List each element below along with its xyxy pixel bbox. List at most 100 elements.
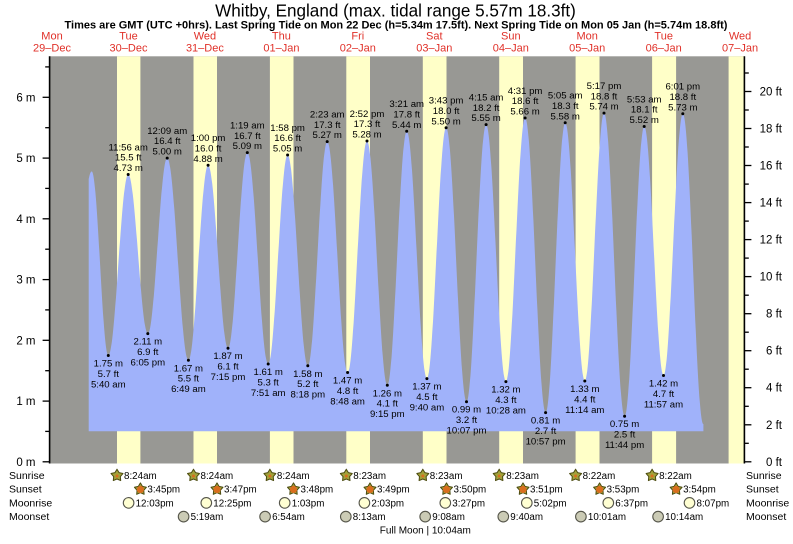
svg-text:05–Jan: 05–Jan <box>569 43 605 55</box>
svg-text:Full Moon | 10:04am: Full Moon | 10:04am <box>380 525 471 536</box>
svg-text:3:51pm: 3:51pm <box>530 485 563 496</box>
svg-text:0.81 m: 0.81 m <box>531 416 560 427</box>
svg-text:1.75 m: 1.75 m <box>94 359 123 370</box>
svg-text:18.8 ft: 18.8 ft <box>669 92 696 103</box>
svg-text:4.8 ft: 4.8 ft <box>337 386 359 397</box>
svg-text:3:54pm: 3:54pm <box>683 485 716 496</box>
svg-text:5:02pm: 5:02pm <box>534 498 567 509</box>
svg-text:5.27 m: 5.27 m <box>313 130 342 141</box>
svg-text:5.58 m: 5.58 m <box>551 111 580 122</box>
svg-text:6:54am: 6:54am <box>272 512 305 523</box>
svg-text:29–Dec: 29–Dec <box>33 43 71 55</box>
svg-text:10:28 am: 10:28 am <box>486 405 526 416</box>
svg-text:Whitby, England (max. tidal ra: Whitby, England (max. tidal range 5.57m … <box>215 2 576 21</box>
svg-text:3:43 pm: 3:43 pm <box>429 96 464 107</box>
svg-text:4.3 ft: 4.3 ft <box>495 395 517 406</box>
svg-text:Sunset: Sunset <box>746 484 779 496</box>
svg-text:4.4 ft: 4.4 ft <box>574 394 596 405</box>
svg-text:4.1 ft: 4.1 ft <box>377 399 399 410</box>
svg-text:8:23am: 8:23am <box>430 471 463 482</box>
svg-text:1.58 m: 1.58 m <box>293 369 322 380</box>
svg-text:4:31 pm: 4:31 pm <box>508 86 543 97</box>
svg-text:Thu: Thu <box>272 31 291 43</box>
svg-text:16.6 ft: 16.6 ft <box>274 133 301 144</box>
svg-text:2.5 ft: 2.5 ft <box>614 430 636 441</box>
svg-text:11:56 am: 11:56 am <box>109 142 148 153</box>
svg-text:18.0 ft: 18.0 ft <box>433 106 460 117</box>
svg-text:Moonrise: Moonrise <box>9 497 52 509</box>
svg-text:5.5 ft: 5.5 ft <box>178 374 200 385</box>
svg-text:9:08am: 9:08am <box>432 512 465 523</box>
svg-text:8 ft: 8 ft <box>766 309 783 321</box>
svg-text:10:57 pm: 10:57 pm <box>526 436 566 447</box>
svg-text:1.33 m: 1.33 m <box>570 384 599 395</box>
svg-text:3:53pm: 3:53pm <box>607 485 640 496</box>
svg-text:5:19am: 5:19am <box>191 512 224 523</box>
svg-text:6:37pm: 6:37pm <box>615 498 648 509</box>
svg-text:01–Jan: 01–Jan <box>263 43 299 55</box>
svg-text:20 ft: 20 ft <box>760 87 783 99</box>
svg-text:4:15 am: 4:15 am <box>469 92 504 103</box>
svg-text:12:09 am: 12:09 am <box>147 126 187 137</box>
svg-text:3:27pm: 3:27pm <box>452 498 485 509</box>
svg-text:6 ft: 6 ft <box>766 346 783 358</box>
svg-text:06–Jan: 06–Jan <box>646 43 682 55</box>
svg-text:3:21 am: 3:21 am <box>389 99 424 110</box>
svg-text:15.5 ft: 15.5 ft <box>115 153 142 164</box>
svg-text:17.3 ft: 17.3 ft <box>354 119 381 130</box>
svg-text:1.42 m: 1.42 m <box>649 379 678 390</box>
svg-text:8:24am: 8:24am <box>201 471 234 482</box>
svg-text:5.50 m: 5.50 m <box>431 116 460 127</box>
svg-text:8:24am: 8:24am <box>124 471 157 482</box>
svg-text:1.47 m: 1.47 m <box>333 376 362 387</box>
svg-text:Wed: Wed <box>729 31 751 43</box>
svg-text:31–Dec: 31–Dec <box>186 43 224 55</box>
svg-text:2:23 am: 2:23 am <box>310 109 345 120</box>
svg-text:11:14 am: 11:14 am <box>565 405 604 416</box>
svg-text:0 m: 0 m <box>16 457 35 469</box>
svg-text:3.2 ft: 3.2 ft <box>456 415 478 426</box>
svg-text:0 ft: 0 ft <box>766 457 783 469</box>
svg-text:5:17 pm: 5:17 pm <box>587 81 622 92</box>
svg-text:Sunrise: Sunrise <box>9 470 45 482</box>
svg-text:5.3 ft: 5.3 ft <box>258 377 280 388</box>
svg-text:5:05 am: 5:05 am <box>548 91 583 102</box>
svg-text:Moonset: Moonset <box>9 511 49 523</box>
svg-text:17.3 ft: 17.3 ft <box>314 120 341 131</box>
svg-text:9:40 am: 9:40 am <box>410 402 445 413</box>
svg-text:5.00 m: 5.00 m <box>153 147 182 158</box>
svg-text:6 m: 6 m <box>16 92 35 104</box>
svg-text:4.5 ft: 4.5 ft <box>416 392 438 403</box>
svg-text:04–Jan: 04–Jan <box>493 43 529 55</box>
svg-text:1.67 m: 1.67 m <box>174 363 203 374</box>
svg-text:8:07pm: 8:07pm <box>697 498 730 509</box>
svg-text:02–Jan: 02–Jan <box>340 43 376 55</box>
svg-text:5 m: 5 m <box>16 153 35 165</box>
svg-text:16.7 ft: 16.7 ft <box>234 131 261 142</box>
svg-text:8:22am: 8:22am <box>659 471 692 482</box>
svg-text:3:48pm: 3:48pm <box>301 485 334 496</box>
svg-text:Fri: Fri <box>351 31 364 43</box>
svg-text:Mon: Mon <box>576 31 597 43</box>
svg-text:1.26 m: 1.26 m <box>373 388 402 399</box>
svg-text:Moonset: Moonset <box>746 511 786 523</box>
svg-text:1:00 pm: 1:00 pm <box>191 133 226 144</box>
svg-text:4.7 ft: 4.7 ft <box>653 389 675 400</box>
svg-text:16.0 ft: 16.0 ft <box>195 144 222 155</box>
svg-text:3:45pm: 3:45pm <box>147 485 180 496</box>
svg-text:6:01 pm: 6:01 pm <box>665 82 700 93</box>
svg-text:14 ft: 14 ft <box>760 198 783 210</box>
svg-text:2 ft: 2 ft <box>766 420 783 432</box>
svg-text:3 m: 3 m <box>16 275 35 287</box>
svg-text:11:57 am: 11:57 am <box>644 399 683 410</box>
svg-text:2:52 pm: 2:52 pm <box>350 109 385 120</box>
svg-text:5.2 ft: 5.2 ft <box>297 379 319 390</box>
svg-text:17.8 ft: 17.8 ft <box>393 110 420 121</box>
svg-text:Sat: Sat <box>426 31 443 43</box>
svg-text:1:58 pm: 1:58 pm <box>270 123 305 134</box>
svg-text:8:22am: 8:22am <box>583 471 616 482</box>
svg-text:30–Dec: 30–Dec <box>110 43 148 55</box>
svg-text:12:03pm: 12:03pm <box>136 498 174 509</box>
svg-text:18.6 ft: 18.6 ft <box>512 96 539 107</box>
svg-text:18.2 ft: 18.2 ft <box>473 103 500 114</box>
